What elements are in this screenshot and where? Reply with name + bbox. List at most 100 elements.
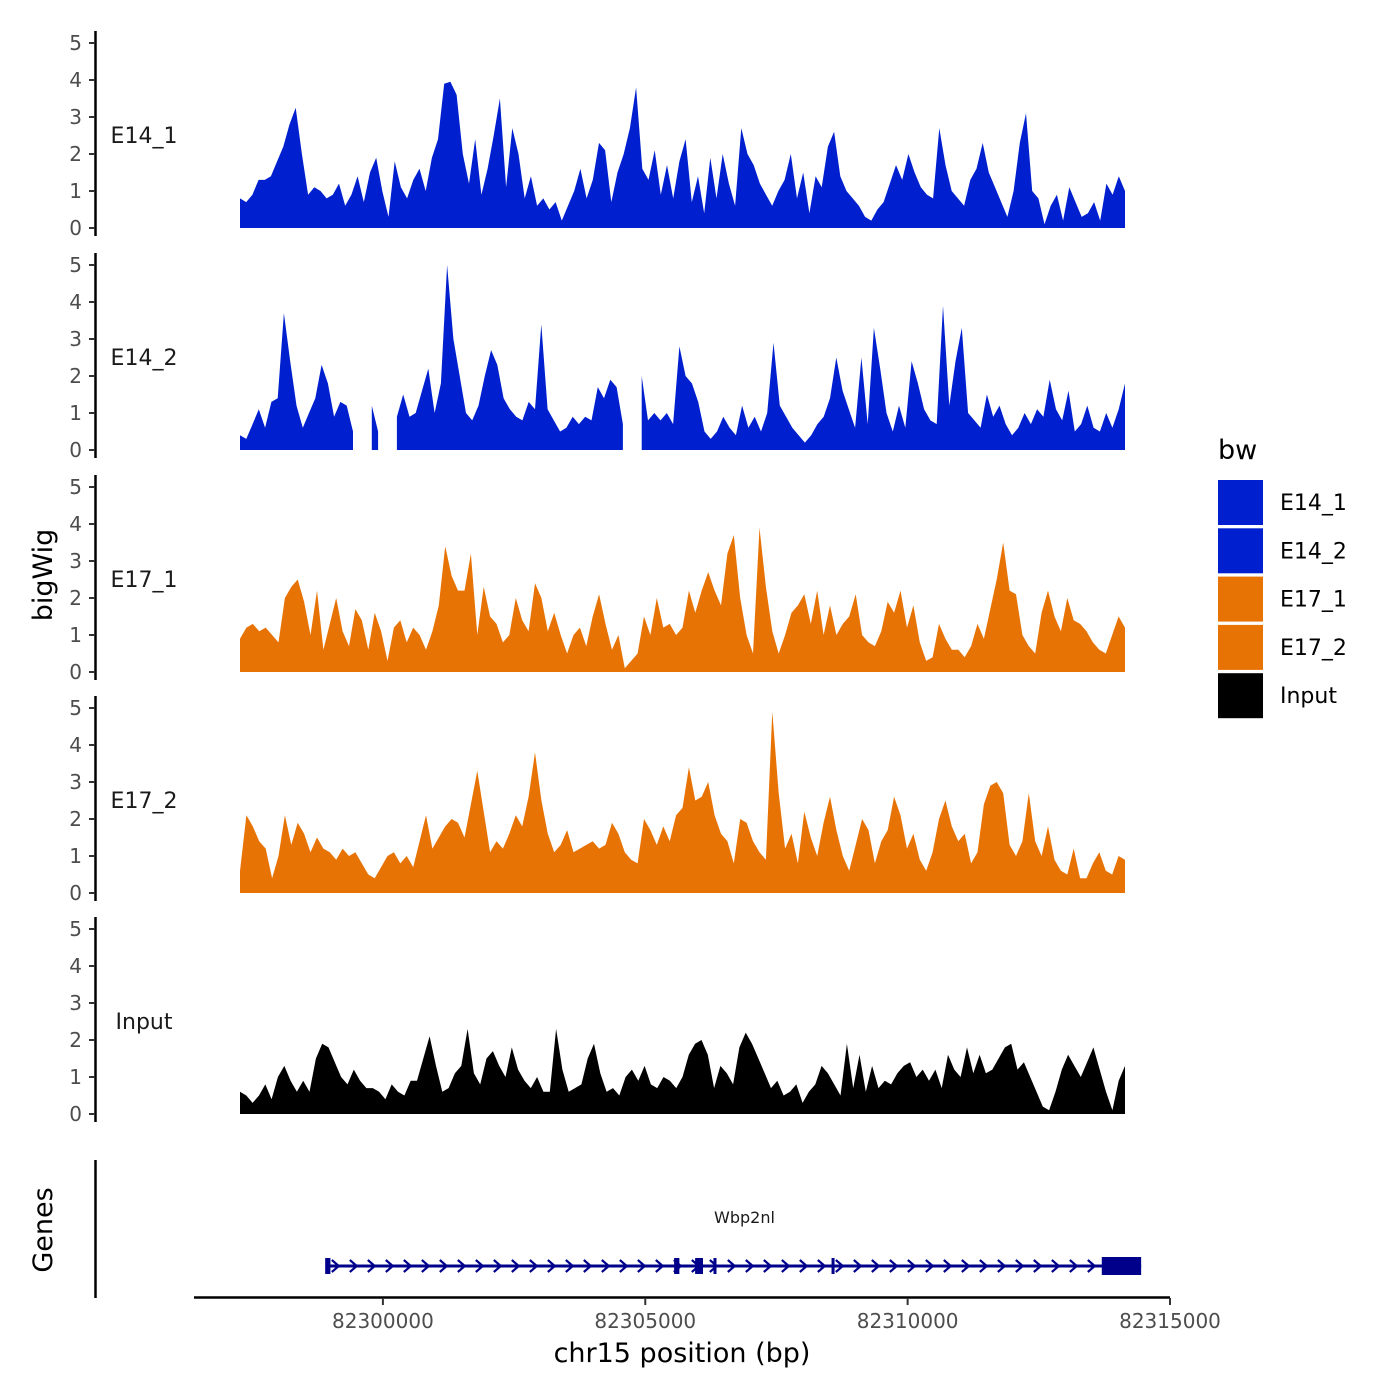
y-tick-label-input-0: 0 (69, 1102, 82, 1126)
legend-label-e14-2: E14_2 (1280, 539, 1347, 564)
legend-label-e17-2: E17_2 (1280, 636, 1347, 661)
strand-arrow-icon (781, 1259, 791, 1273)
legend-title: bw (1218, 435, 1257, 466)
y-tick-label-e14-2-4: 4 (69, 290, 82, 314)
legend-label-input: Input (1280, 684, 1337, 709)
strand-arrow-icon (1069, 1259, 1079, 1273)
y-tick-label-e14-2-0: 0 (69, 438, 82, 462)
y-tick-label-e17-1-2: 2 (69, 586, 82, 610)
strand-arrow-icon (493, 1259, 503, 1273)
strand-arrow-icon (421, 1259, 431, 1273)
y-tick-label-input-1: 1 (69, 1065, 82, 1089)
strand-arrow-icon (853, 1259, 863, 1273)
strand-arrow-icon (889, 1259, 899, 1273)
strand-arrow-icon (403, 1259, 413, 1273)
strand-arrow-icon (817, 1259, 827, 1273)
strand-arrow-icon (979, 1259, 989, 1273)
gene-name-label: Wbp2nl (714, 1208, 775, 1227)
track-panel-e17-1: 0 1 2 3 4 5 E17_1 (69, 475, 1125, 684)
strand-arrow-icon (349, 1259, 359, 1273)
strand-arrow-icon (727, 1259, 737, 1273)
strand-arrow-icon (709, 1259, 719, 1273)
y-tick-label-input-4: 4 (69, 954, 82, 978)
gene-exon (1101, 1257, 1142, 1275)
strand-arrow-icon (1051, 1259, 1061, 1273)
y-tick-label-e17-2-0: 0 (69, 881, 82, 905)
strand-arrow-icon (601, 1259, 611, 1273)
legend-swatch-e14-2 (1218, 528, 1263, 574)
strand-arrow-icon (1015, 1259, 1025, 1273)
y-tick-label-e14-1-2: 2 (69, 142, 82, 166)
strand-arrow-icon (475, 1259, 485, 1273)
strand-arrow-icon (583, 1259, 593, 1273)
y-tick-label-e14-1-3: 3 (69, 105, 82, 129)
strand-arrow-icon (997, 1259, 1007, 1273)
strand-arrow-icon (763, 1259, 773, 1273)
genes-track-title: Genes (28, 1187, 59, 1272)
y-tick-label-e14-1-1: 1 (69, 179, 82, 203)
strand-arrow-icon (925, 1259, 935, 1273)
y-tick-label-e17-2-1: 1 (69, 844, 82, 868)
legend: bw E14_1 E14_2 E17_1 E17_2 Input (1218, 435, 1347, 719)
y-tick-label-e17-1-1: 1 (69, 623, 82, 647)
strand-arrow-icon (367, 1259, 377, 1273)
strand-arrow-icon (943, 1259, 953, 1273)
legend-swatch-e17-1 (1218, 576, 1263, 622)
y-tick-label-e14-1-5: 5 (69, 31, 82, 55)
gene-exon (713, 1258, 717, 1274)
y-tick-label-e17-1-5: 5 (69, 475, 82, 499)
y-tick-label-e14-1-4: 4 (69, 68, 82, 92)
y-tick-label-e14-2-2: 2 (69, 364, 82, 388)
strand-arrow-icon (871, 1259, 881, 1273)
strand-arrow-icon (1087, 1259, 1097, 1273)
genes-layer: Wbp2nl (325, 1208, 1142, 1275)
gene-exon (695, 1258, 703, 1274)
legend-label-e17-1: E17_1 (1280, 588, 1347, 613)
strand-arrow-icon (655, 1259, 665, 1273)
strand-arrow-icon (619, 1259, 629, 1273)
strand-arrow-icon (907, 1259, 917, 1273)
y-tick-label-e17-1-0: 0 (69, 660, 82, 684)
y-tick-label-e17-2-3: 3 (69, 770, 82, 794)
track-label-e17-2: E17_2 (111, 789, 178, 814)
legend-swatch-input (1218, 673, 1263, 719)
x-axis-ticks: 82300000 82305000 82310000 82315000 (332, 1298, 1221, 1333)
track-panel-e14-2: 0 1 2 3 4 5 E14_2 (69, 253, 1125, 462)
y-tick-label-e17-1-3: 3 (69, 549, 82, 573)
legend-swatch-e14-1 (1218, 480, 1263, 525)
y-tick-label-e14-2-5: 5 (69, 253, 82, 277)
strand-arrow-icon (331, 1259, 341, 1273)
strand-arrow-icon (385, 1259, 395, 1273)
strand-arrow-icon (961, 1259, 971, 1273)
track-label-input: Input (116, 1010, 173, 1035)
strand-arrow-icon (457, 1259, 467, 1273)
strand-arrow-icon (547, 1259, 557, 1273)
signal-area-e14-1 (240, 81, 1125, 228)
strand-arrow-icon (511, 1259, 521, 1273)
y-tick-label-e17-2-4: 4 (69, 733, 82, 757)
strand-arrow-icon (565, 1259, 575, 1273)
strand-arrow-icon (637, 1259, 647, 1273)
x-tick-label-82310000: 82310000 (857, 1309, 959, 1333)
gene-exon (325, 1258, 331, 1274)
x-tick-label-82300000: 82300000 (332, 1309, 434, 1333)
y-axis-title: bigWig (28, 529, 59, 622)
y-tick-label-e17-1-4: 4 (69, 512, 82, 536)
track-panel-e14-1: 0 1 2 3 4 5 E14_1 (69, 31, 1125, 240)
y-tick-label-e17-2-2: 2 (69, 807, 82, 831)
signal-area-e17-2 (240, 711, 1125, 893)
strand-arrow-icon (745, 1259, 755, 1273)
y-tick-label-input-3: 3 (69, 991, 82, 1015)
x-tick-label-82315000: 82315000 (1119, 1309, 1221, 1333)
track-label-e17-1: E17_1 (111, 568, 178, 593)
y-tick-label-e14-2-3: 3 (69, 327, 82, 351)
legend-label-e14-1: E14_1 (1280, 491, 1347, 516)
strand-arrow-icon (835, 1259, 845, 1273)
x-tick-label-82305000: 82305000 (594, 1309, 696, 1333)
signal-area-e14-2 (240, 265, 1125, 450)
y-tick-label-e14-1-0: 0 (69, 216, 82, 240)
track-panel-e17-2: 0 1 2 3 4 5 E17_2 (69, 696, 1125, 905)
strand-arrow-icon (799, 1259, 809, 1273)
strand-arrow-icon (1033, 1259, 1043, 1273)
